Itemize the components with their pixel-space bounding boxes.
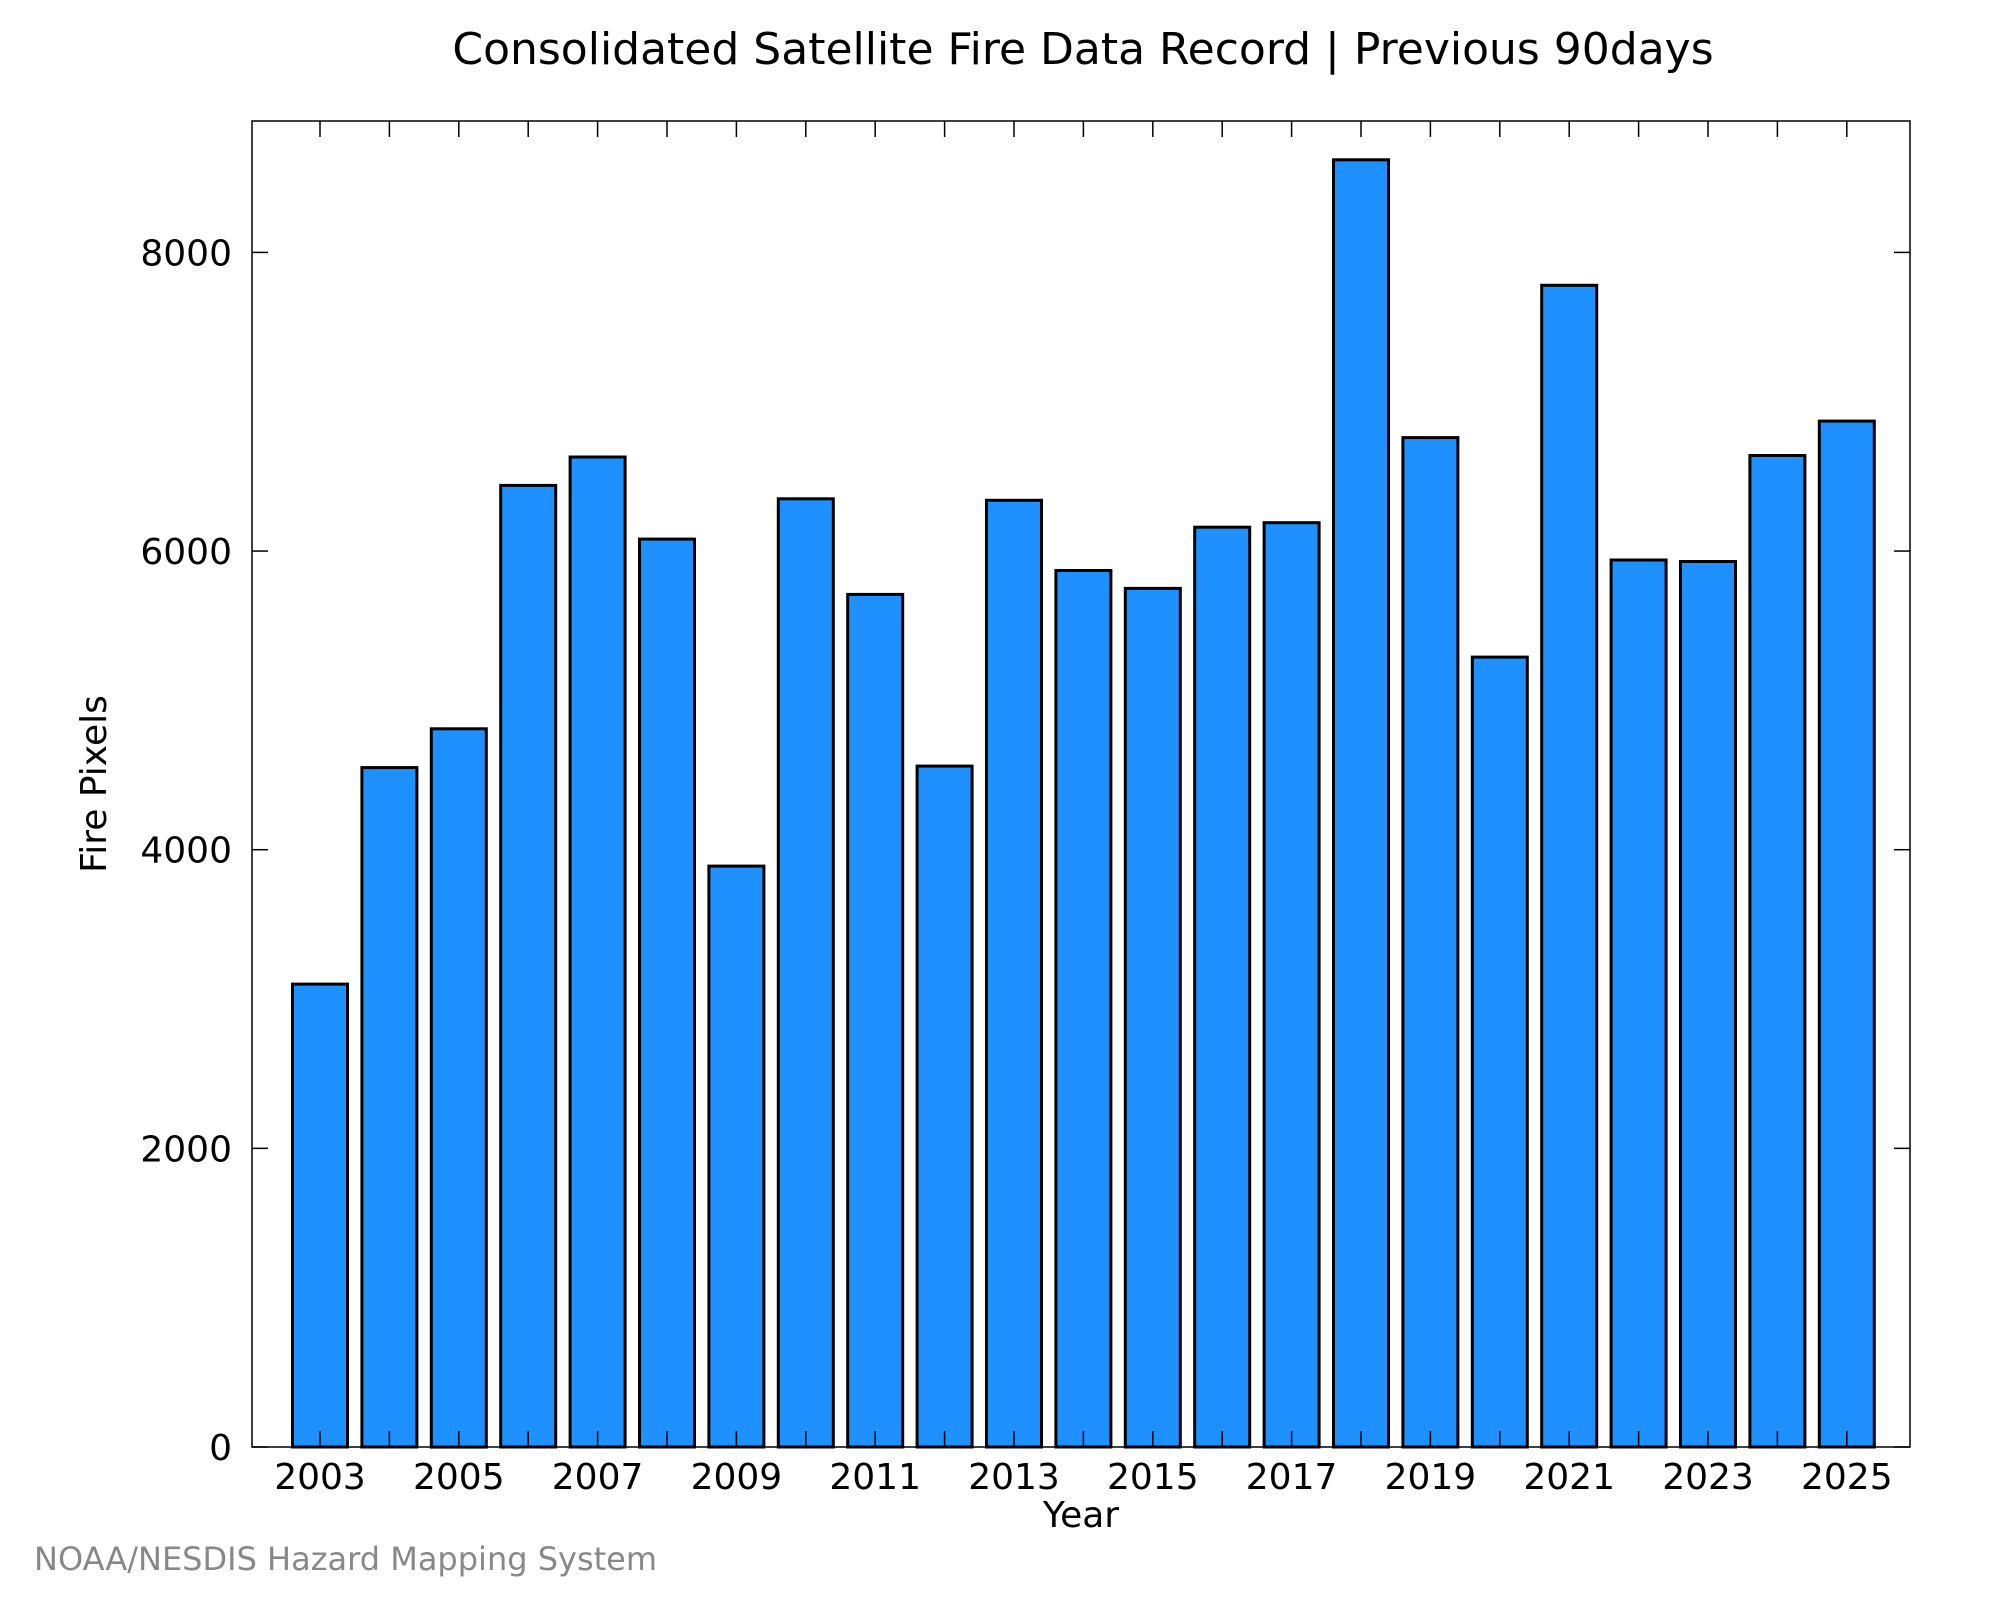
x-tick-label-2007: 2007	[552, 1457, 644, 1498]
x-tick-label-2025: 2025	[1801, 1457, 1893, 1498]
bar-2013	[985, 498, 1043, 1449]
y-tick-label-8000: 8000	[140, 233, 232, 274]
bar-2008	[638, 537, 696, 1449]
bar-2024	[1748, 454, 1807, 1449]
x-axis: 2003 2005 2007 2009 2011 2013 2015 2017 2019 2021…	[274, 121, 1893, 1498]
bar-2016	[1193, 525, 1252, 1449]
bar-2005	[429, 727, 488, 1449]
bar-2015	[1123, 586, 1182, 1449]
bar-2011	[846, 592, 905, 1449]
chart-title: Consolidated Satellite Fire Data Record …	[452, 24, 1713, 75]
bar-2014	[1054, 569, 1113, 1449]
x-tick-label-2019: 2019	[1385, 1457, 1477, 1498]
y-tick-label-2000: 2000	[140, 1129, 232, 1170]
y-tick-label-0: 0	[209, 1428, 232, 1469]
bar-2019	[1401, 436, 1460, 1449]
bar-2018	[1332, 158, 1390, 1449]
x-tick-label-2015: 2015	[1107, 1457, 1199, 1498]
x-tick-label-2005: 2005	[413, 1457, 505, 1498]
y-tick-label-4000: 4000	[140, 831, 232, 872]
bar-2010	[776, 497, 835, 1449]
bar-2017	[1262, 521, 1321, 1449]
x-tick-label-2011: 2011	[829, 1457, 921, 1498]
x-tick-label-2023: 2023	[1662, 1457, 1754, 1498]
bar-2025	[1817, 419, 1876, 1449]
bar-2003	[291, 982, 349, 1449]
bar-2012	[915, 764, 974, 1449]
x-tick-label-2013: 2013	[968, 1457, 1060, 1498]
bar-2022	[1609, 558, 1668, 1449]
y-axis: 0 2000 4000 6000 8000	[140, 233, 1910, 1469]
x-tick-label-2017: 2017	[1246, 1457, 1338, 1498]
bar-2009	[707, 864, 766, 1449]
y-axis-label: Fire Pixels	[74, 695, 115, 873]
bar-2004	[360, 766, 419, 1449]
bar-2020	[1470, 655, 1529, 1449]
x-tick-label-2003: 2003	[274, 1457, 366, 1498]
bar-2006	[499, 483, 558, 1449]
bar-2021	[1540, 283, 1599, 1449]
y-tick-label-6000: 6000	[140, 532, 232, 573]
x-axis-label: Year	[1042, 1495, 1119, 1536]
x-tick-label-2021: 2021	[1523, 1457, 1615, 1498]
bar-2023	[1679, 560, 1737, 1449]
bars	[291, 158, 1876, 1449]
x-tick-label-2009: 2009	[691, 1457, 783, 1498]
source-credit: NOAA/NESDIS Hazard Mapping System	[34, 1540, 657, 1578]
bar-2007	[568, 455, 627, 1449]
